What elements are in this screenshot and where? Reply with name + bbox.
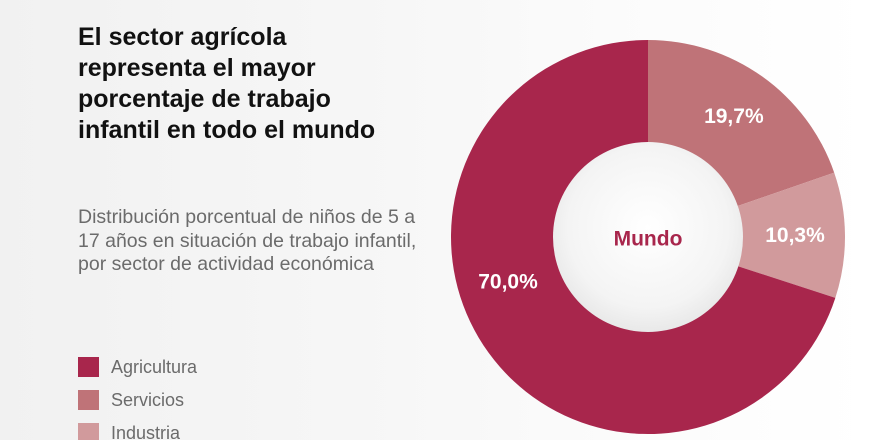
donut-center-disc — [553, 142, 743, 332]
legend-label-agricultura: Agricultura — [111, 356, 198, 377]
legend-swatch-servicios — [78, 390, 99, 410]
legend-item-agricultura: Agricultura — [78, 357, 197, 377]
legend-swatch-industria — [78, 423, 99, 440]
chart-title: El sector agrícola representa el mayor p… — [78, 23, 376, 144]
legend-swatch-agricultura — [78, 357, 99, 377]
slice-label-agricultura: 70,0% — [478, 271, 538, 294]
legend-item-servicios: Servicios — [78, 390, 197, 410]
legend-item-industria: Industria — [78, 423, 197, 440]
chart-subtitle: Distribución porcentual de niños de 5 a … — [78, 206, 417, 275]
legend-label-industria: Industria — [111, 422, 181, 440]
legend-label-servicios: Servicios — [111, 389, 185, 410]
donut-center-label: Mundo — [614, 228, 683, 251]
slice-label-industria: 10,3% — [765, 224, 825, 247]
slice-industria — [648, 172, 845, 298]
legend: Agricultura Servicios Industria — [78, 357, 197, 440]
slice-label-servicios: 19,7% — [704, 105, 764, 128]
